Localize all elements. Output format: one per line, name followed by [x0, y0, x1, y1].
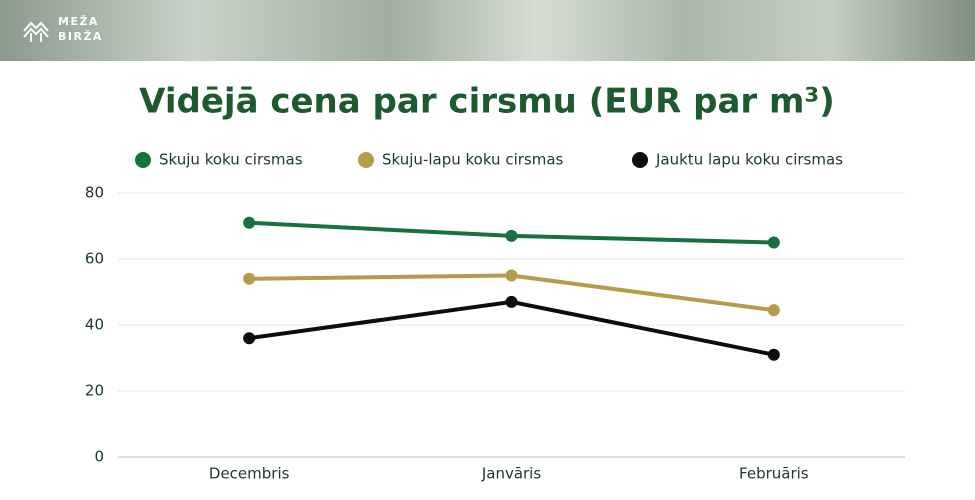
x-tick-label: Decembris — [209, 465, 290, 483]
legend-marker — [358, 152, 374, 168]
legend-marker — [632, 152, 648, 168]
data-point — [243, 216, 256, 229]
y-tick-label: 0 — [94, 448, 104, 466]
logo-text: MEŽA BIRŽA — [58, 14, 103, 44]
data-point — [505, 229, 518, 242]
logo-line: BIRŽA — [58, 30, 103, 43]
header-banner: MEŽA BIRŽA — [0, 0, 975, 61]
x-tick-label: Janvāris — [481, 465, 542, 483]
y-tick-label: 40 — [85, 316, 104, 334]
logo-line: MEŽA — [58, 15, 99, 28]
chart-title: Vidējā cena par cirsmu (EUR par m³) — [139, 82, 835, 122]
data-point — [505, 295, 518, 308]
legend-marker — [135, 152, 151, 168]
legend-label: Skuju-lapu koku cirsmas — [382, 151, 564, 169]
y-tick-label: 80 — [85, 184, 104, 202]
data-point — [243, 332, 256, 345]
logo: MEŽA BIRŽA — [22, 14, 103, 44]
data-point — [505, 269, 518, 282]
x-tick-label: Februāris — [739, 465, 809, 483]
legend-label: Jauktu lapu koku cirsmas — [655, 151, 843, 169]
data-point — [243, 272, 256, 285]
data-point — [767, 304, 780, 317]
legend-label: Skuju koku cirsmas — [159, 151, 303, 169]
y-tick-label: 20 — [85, 382, 104, 400]
series-line — [248, 299, 775, 357]
data-point — [767, 236, 780, 249]
data-point — [767, 348, 780, 361]
logo-icon — [23, 21, 49, 42]
y-tick-label: 60 — [85, 250, 104, 268]
